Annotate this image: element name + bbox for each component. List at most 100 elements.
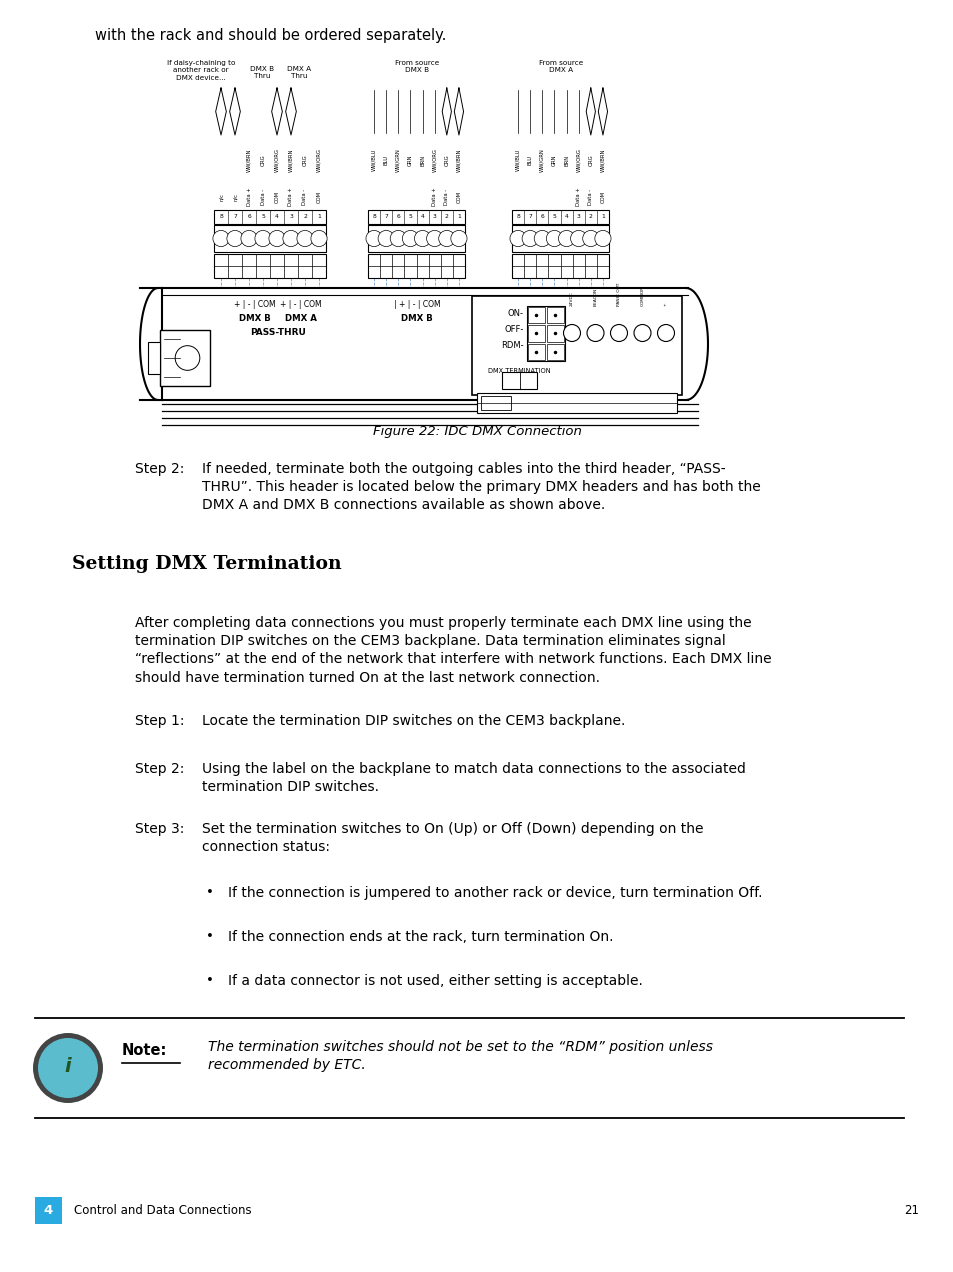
Text: 6: 6 bbox=[396, 215, 399, 220]
Text: 7: 7 bbox=[233, 215, 236, 220]
Circle shape bbox=[283, 230, 299, 247]
Circle shape bbox=[570, 230, 586, 247]
Text: 4: 4 bbox=[420, 215, 424, 220]
Text: ON-: ON- bbox=[507, 309, 523, 318]
Text: PANIC OUT: PANIC OUT bbox=[617, 282, 620, 307]
Circle shape bbox=[438, 230, 455, 247]
Text: Step 1:: Step 1: bbox=[135, 714, 184, 728]
Circle shape bbox=[227, 230, 243, 247]
Text: BRN: BRN bbox=[563, 154, 569, 165]
Bar bbox=[160, 329, 210, 385]
Text: i: i bbox=[65, 1057, 71, 1076]
Text: WW/ORG: WW/ORG bbox=[576, 148, 580, 172]
Bar bbox=[501, 371, 537, 389]
Text: 6: 6 bbox=[539, 215, 543, 220]
Text: Data +: Data + bbox=[432, 188, 436, 206]
Text: WW/GRN: WW/GRN bbox=[539, 148, 544, 172]
Text: 7: 7 bbox=[384, 215, 388, 220]
Text: Locate the termination DIP switches on the CEM3 backplane.: Locate the termination DIP switches on t… bbox=[202, 714, 625, 728]
Bar bbox=[213, 225, 326, 252]
Text: Data -: Data - bbox=[444, 190, 449, 205]
Bar bbox=[476, 393, 677, 413]
Text: DMX A: DMX A bbox=[536, 314, 567, 323]
Text: 3: 3 bbox=[433, 215, 436, 220]
Text: 2: 2 bbox=[444, 215, 448, 220]
Circle shape bbox=[296, 230, 313, 247]
Text: 5: 5 bbox=[261, 215, 265, 220]
Bar bbox=[368, 254, 464, 279]
Text: Note:: Note: bbox=[122, 1043, 167, 1058]
Text: Using the label on the backplane to match data connections to the associated
ter: Using the label on the backplane to matc… bbox=[202, 762, 745, 794]
Text: Figure 22: IDC DMX Connection: Figure 22: IDC DMX Connection bbox=[373, 425, 580, 438]
Text: 21: 21 bbox=[903, 1205, 918, 1217]
Text: Set the termination switches to On (Up) or Off (Down) depending on the
connectio: Set the termination switches to On (Up) … bbox=[202, 822, 702, 855]
Text: 5: 5 bbox=[408, 215, 412, 220]
Text: 1: 1 bbox=[456, 215, 460, 220]
Text: 8: 8 bbox=[219, 215, 223, 220]
Text: 2: 2 bbox=[303, 215, 307, 220]
Text: DMX B: DMX B bbox=[400, 314, 433, 323]
Bar bbox=[148, 342, 160, 374]
Circle shape bbox=[426, 230, 442, 247]
Circle shape bbox=[595, 230, 611, 247]
Bar bbox=[546, 343, 563, 360]
Bar bbox=[527, 343, 544, 360]
Text: DMX A
Thru: DMX A Thru bbox=[287, 66, 311, 79]
Circle shape bbox=[33, 1033, 103, 1103]
Text: 7: 7 bbox=[528, 215, 532, 220]
Text: WW/BRN: WW/BRN bbox=[456, 149, 461, 172]
Text: WW/BLU: WW/BLU bbox=[515, 149, 520, 172]
Circle shape bbox=[610, 324, 627, 341]
Text: Data -: Data - bbox=[588, 190, 593, 205]
Circle shape bbox=[402, 230, 418, 247]
Circle shape bbox=[558, 230, 574, 247]
Text: From source
DMX B: From source DMX B bbox=[395, 60, 438, 74]
Text: RDM-: RDM- bbox=[501, 341, 523, 351]
Text: n/c: n/c bbox=[218, 193, 223, 201]
Text: +: + bbox=[663, 303, 667, 307]
Text: COMMON: COMMON bbox=[639, 285, 644, 307]
Text: •: • bbox=[206, 974, 213, 987]
Bar bbox=[368, 225, 464, 252]
Bar bbox=[526, 307, 564, 361]
Text: 8: 8 bbox=[372, 215, 375, 220]
Text: WW/BLU: WW/BLU bbox=[371, 149, 376, 172]
Text: DMX B
Thru: DMX B Thru bbox=[250, 66, 274, 79]
Bar bbox=[368, 210, 464, 224]
Text: B: B bbox=[508, 378, 513, 383]
Circle shape bbox=[657, 324, 674, 341]
Text: Control and Data Connections: Control and Data Connections bbox=[74, 1205, 252, 1217]
Circle shape bbox=[377, 230, 394, 247]
Text: WW/BRN: WW/BRN bbox=[599, 149, 605, 172]
Text: Data -: Data - bbox=[302, 190, 307, 205]
Text: ORG: ORG bbox=[444, 154, 449, 165]
Bar bbox=[213, 210, 326, 224]
Text: COM: COM bbox=[316, 191, 321, 204]
Text: ORG: ORG bbox=[588, 154, 593, 165]
Text: 4: 4 bbox=[274, 215, 278, 220]
Text: DMX B: DMX B bbox=[239, 314, 271, 323]
Circle shape bbox=[366, 230, 382, 247]
Text: 8: 8 bbox=[516, 215, 519, 220]
Text: 1: 1 bbox=[316, 215, 320, 220]
Text: n/c: n/c bbox=[233, 193, 237, 201]
Text: WW/ORG: WW/ORG bbox=[274, 148, 279, 172]
Text: Data +: Data + bbox=[246, 188, 252, 206]
Text: 24VDC: 24VDC bbox=[569, 291, 574, 307]
Text: COM: COM bbox=[274, 191, 279, 204]
Text: WW/BRN: WW/BRN bbox=[288, 149, 294, 172]
Text: WW/BRN: WW/BRN bbox=[246, 149, 252, 172]
Text: 5: 5 bbox=[552, 215, 556, 220]
Text: ORG: ORG bbox=[302, 154, 307, 165]
Text: + | - | COM: + | - | COM bbox=[233, 300, 275, 309]
Text: Step 2:: Step 2: bbox=[135, 462, 184, 476]
Circle shape bbox=[582, 230, 598, 247]
Text: •: • bbox=[206, 930, 213, 943]
Text: A: A bbox=[525, 378, 530, 383]
Bar bbox=[512, 254, 608, 279]
Text: Step 3:: Step 3: bbox=[135, 822, 184, 836]
Text: Data -: Data - bbox=[260, 190, 265, 205]
Bar bbox=[546, 326, 563, 342]
Circle shape bbox=[311, 230, 327, 247]
Text: 1: 1 bbox=[600, 215, 604, 220]
